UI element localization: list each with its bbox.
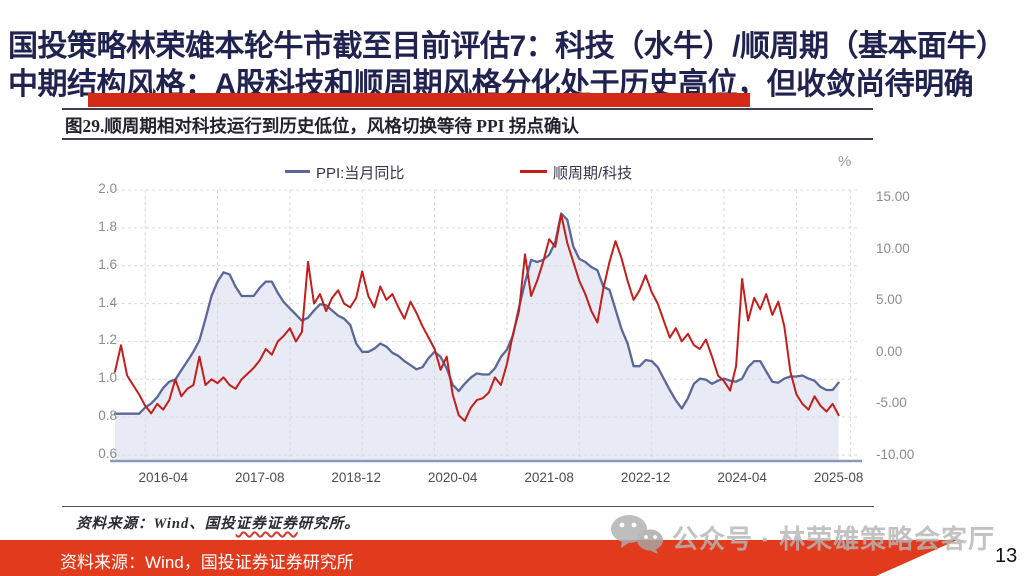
- legend-label-ppi: PPI:当月同比: [316, 165, 405, 182]
- line-chart-plot: [110, 189, 862, 463]
- card-top-rule: [62, 108, 873, 110]
- left-axis-tick-label: 0.8: [98, 408, 117, 424]
- chart-card: 图29.顺周期相对科技运行到历史低位，风格切换等待 PPI 拐点确认 PPI:当…: [60, 108, 914, 534]
- legend-label-ratio: 顺周期/科技: [553, 165, 633, 182]
- left-axis-tick-label: 1.8: [98, 218, 117, 234]
- left-axis-tick-label: 1.0: [98, 370, 117, 386]
- chart-title: 图29.顺周期相对科技运行到历史低位，风格切换等待 PPI 拐点确认: [65, 116, 579, 136]
- legend-line-ratio-swatch: [520, 170, 547, 173]
- title-underline-bar: [88, 93, 750, 107]
- right-axis-tick-label: -5.00: [876, 395, 907, 411]
- x-axis-tick-label: 2020-04: [427, 470, 478, 485]
- left-axis-tick-label: 0.6: [98, 446, 117, 461]
- slide-title-line1: 国投策略林荣雄本轮牛市截至目前评估7：科技（水牛）/顺周期（基本面牛）: [8, 30, 1006, 63]
- watermark-text: 公众号 · 林荣雄策略会客厅: [672, 524, 996, 554]
- right-axis-tick-label: 0.00: [876, 343, 903, 359]
- x-axis-tick-label: 2017-08: [234, 470, 285, 485]
- footer-source-text: 资料来源：Wind，国投证券证券研究所: [60, 553, 354, 572]
- left-axis-tick-label: 1.6: [98, 256, 117, 272]
- card-title-rule: [62, 138, 873, 140]
- watermark: 公众号 · 林荣雄策略会客厅: [608, 514, 1018, 554]
- chart-source-note: 资料来源：Wind、国投证券证券研究所。: [76, 512, 360, 533]
- wechat-icon: [611, 515, 663, 554]
- left-axis-tick-label: 2.0: [98, 181, 117, 196]
- chart-source-suffix: 研究所。: [297, 516, 360, 532]
- right-axis-tick-label: 10.00: [876, 240, 910, 256]
- x-axis-tick-label: 2025-08: [813, 470, 864, 485]
- legend-line-ppi-swatch: [285, 170, 310, 173]
- right-axis-tick-label: 5.00: [876, 292, 903, 308]
- left-axis-tick-label: 1.2: [98, 332, 117, 348]
- chart-source-wavy-text: 证券证券: [235, 516, 298, 532]
- x-axis-tick-label: 2022-12: [620, 470, 671, 485]
- chart-source-prefix: 资料来源：Wind、国投: [76, 516, 236, 532]
- x-axis-tick-label: 2016-04: [138, 470, 188, 485]
- right-axis-tick-label: 15.00: [876, 189, 910, 204]
- footer-bar: [0, 540, 957, 576]
- left-axis-tick-label: 1.4: [98, 294, 117, 310]
- page-number: 13: [995, 545, 1018, 567]
- right-axis-tick-label: -10.00: [876, 447, 915, 462]
- card-bottom-rule: [62, 506, 874, 507]
- x-axis-tick-label: 2021-08: [524, 470, 574, 485]
- x-axis-tick-label: 2024-04: [717, 470, 767, 485]
- right-axis-unit-label: %: [838, 153, 852, 170]
- x-axis-tick-label: 2018-12: [331, 470, 381, 485]
